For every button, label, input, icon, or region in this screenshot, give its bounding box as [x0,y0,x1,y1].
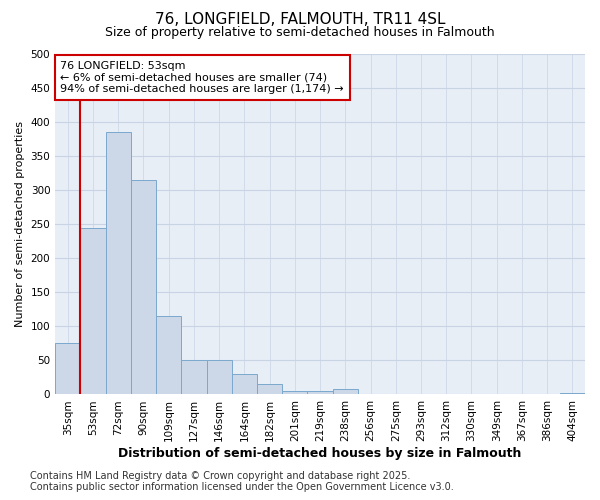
Text: 76, LONGFIELD, FALMOUTH, TR11 4SL: 76, LONGFIELD, FALMOUTH, TR11 4SL [155,12,445,28]
Bar [206,360,232,394]
Bar [282,391,307,394]
X-axis label: Distribution of semi-detached houses by size in Falmouth: Distribution of semi-detached houses by … [118,447,522,460]
Bar [80,228,106,394]
Text: Contains HM Land Registry data © Crown copyright and database right 2025.
Contai: Contains HM Land Registry data © Crown c… [30,471,454,492]
Bar [131,180,156,394]
Text: 76 LONGFIELD: 53sqm
← 6% of semi-detached houses are smaller (74)
94% of semi-de: 76 LONGFIELD: 53sqm ← 6% of semi-detache… [61,61,344,94]
Bar [156,316,181,394]
Bar [55,344,80,394]
Text: Size of property relative to semi-detached houses in Falmouth: Size of property relative to semi-detach… [105,26,495,39]
Bar [257,384,282,394]
Bar [332,389,358,394]
Bar [307,391,332,394]
Bar [181,360,206,394]
Bar [106,132,131,394]
Bar [232,374,257,394]
Bar [560,393,585,394]
Y-axis label: Number of semi-detached properties: Number of semi-detached properties [15,121,25,327]
